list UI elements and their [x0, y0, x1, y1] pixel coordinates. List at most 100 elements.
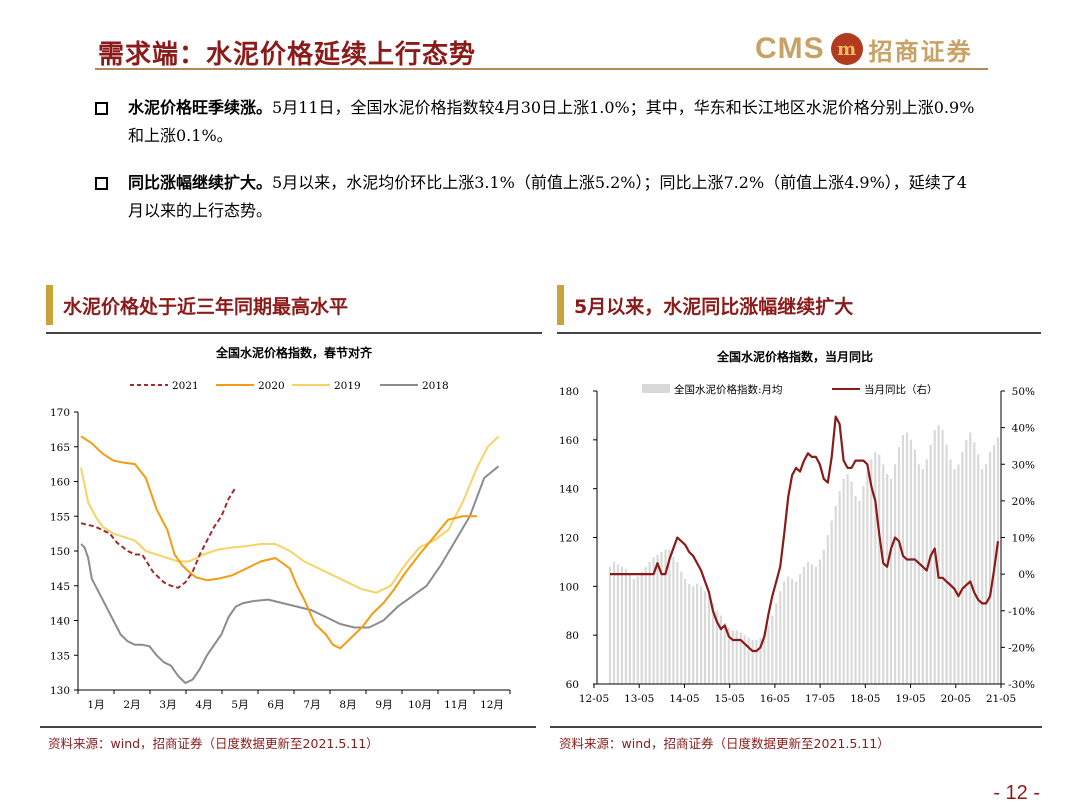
price-index-bar	[878, 454, 881, 684]
price-index-bar	[688, 583, 691, 684]
price-index-bar	[941, 430, 944, 684]
left-y-tick-label: 170	[50, 407, 70, 419]
price-index-bar	[842, 478, 845, 684]
price-index-bar	[802, 566, 806, 684]
heading-accent-bar	[557, 285, 564, 325]
price-index-bar	[779, 591, 782, 684]
logo: CMS m 招商证券	[755, 32, 973, 66]
bullet-point-2: 同比涨幅继续扩大。5月以来，水泥均价环比上涨3.1%（前值上涨5.2%）；同比上…	[95, 169, 975, 225]
price-index-bar	[953, 469, 956, 684]
price-index-bar	[866, 471, 869, 684]
price-index-bar	[965, 439, 968, 684]
price-index-bar	[612, 561, 616, 684]
right-y-left-tick-label: 160	[559, 435, 579, 447]
price-index-bar	[834, 505, 837, 684]
left-x-tick-label: 6月	[267, 699, 284, 711]
left-x-tick-label: 12月	[480, 699, 504, 711]
price-index-bar	[989, 452, 992, 684]
price-index-bar	[680, 571, 683, 684]
price-index-bar	[771, 615, 774, 684]
legend-2018-label: 2018	[422, 380, 449, 392]
price-index-bar	[945, 444, 948, 684]
left-y-tick-label: 135	[50, 650, 70, 662]
price-index-bar	[858, 500, 861, 684]
price-index-bar	[719, 615, 722, 684]
right-y-right-tick-label: 20%	[1012, 496, 1035, 508]
left-y-tick-label: 160	[50, 477, 70, 489]
price-index-bar	[648, 561, 651, 684]
price-index-bar	[810, 564, 813, 684]
price-index-bar	[818, 559, 821, 684]
left-x-tick-label: 3月	[159, 699, 176, 711]
legend-2021-label: 2021	[172, 380, 199, 392]
price-index-bar	[913, 449, 916, 684]
right-panel-heading: 5月以来，水泥同比涨幅继续扩大	[557, 285, 1041, 325]
legend-bars-label: 全国水泥价格指数:月均	[674, 383, 783, 396]
left-y-tick-label: 145	[50, 581, 70, 593]
left-source-note: 资料来源：wind，招商证券（日度数据更新至2021.5.11）	[48, 736, 379, 751]
price-index-bar	[787, 576, 790, 684]
right-x-tick-label: 14-05	[669, 693, 699, 705]
legend-2019-label: 2019	[334, 380, 361, 392]
series-2021-line	[80, 486, 237, 589]
price-index-bar	[672, 557, 675, 684]
price-index-bar	[830, 520, 833, 684]
left-panel-bottom-rule	[40, 726, 536, 728]
right-y-left-tick-label: 80	[566, 630, 579, 642]
right-panel-divider	[557, 332, 1041, 334]
right-x-tick-label: 16-05	[760, 693, 790, 705]
left-x-tick-label: 10月	[408, 699, 432, 711]
price-index-bar	[696, 583, 699, 684]
bullet-point-1: 水泥价格旺季续涨。5月11日，全国水泥价格指数较4月30日上涨1.0%；其中，华…	[95, 94, 975, 150]
series-2019-line	[80, 435, 500, 594]
price-index-bar	[977, 454, 980, 684]
price-index-bar	[921, 469, 924, 684]
price-index-bar	[767, 625, 770, 684]
price-index-bar	[628, 574, 631, 684]
right-y-left-tick-label: 100	[559, 581, 579, 593]
left-x-tick-label: 4月	[195, 699, 212, 711]
left-y-tick-label: 155	[50, 511, 70, 523]
right-y-right-tick-label: 10%	[1012, 533, 1035, 545]
price-index-bar	[925, 459, 928, 684]
price-index-bar	[616, 564, 619, 684]
left-panel-heading: 水泥价格处于近三年同期最高水平	[46, 285, 542, 325]
left-x-tick-label: 9月	[375, 699, 392, 711]
price-index-bar	[700, 586, 703, 684]
price-index-bar	[897, 447, 901, 684]
price-index-bar	[727, 627, 730, 684]
price-index-bar	[874, 452, 877, 684]
price-index-bar	[890, 478, 893, 684]
price-index-bar	[838, 491, 841, 684]
logo-company-name: 招商证券	[868, 37, 973, 66]
right-y-right-tick-label: 50%	[1012, 386, 1035, 398]
price-index-bar	[850, 481, 853, 684]
right-y-right-tick-label: 30%	[1012, 459, 1035, 471]
price-index-bar	[751, 640, 754, 684]
left-x-tick-label: 2月	[123, 699, 140, 711]
price-index-bar	[755, 640, 758, 684]
price-index-bar	[909, 439, 912, 684]
page-title: 需求端：水泥价格延续上行态势	[98, 40, 477, 70]
right-x-tick-label: 19-05	[895, 693, 925, 705]
logo-cms-text: CMS	[755, 32, 825, 65]
left-y-tick-label: 165	[50, 442, 70, 454]
legend-2020-label: 2020	[258, 380, 285, 392]
price-index-bar	[739, 632, 742, 684]
page-number: - 12 -	[993, 782, 1040, 804]
legend-bars-swatch	[642, 384, 670, 393]
price-index-bar	[763, 632, 766, 684]
price-index-bar	[703, 591, 707, 684]
left-y-tick-label: 140	[50, 616, 70, 628]
right-y-right-tick-label: 0%	[1018, 569, 1035, 581]
price-index-bar	[985, 464, 988, 685]
right-y-right-tick-label: -20%	[1008, 642, 1035, 654]
price-index-bar	[957, 464, 960, 685]
price-index-bar	[644, 566, 647, 684]
price-index-bar	[799, 574, 802, 684]
price-index-bar	[620, 566, 623, 684]
price-index-bar	[826, 535, 829, 684]
right-panel-bottom-rule	[550, 726, 1042, 728]
right-y-right-tick-label: -30%	[1008, 679, 1035, 691]
